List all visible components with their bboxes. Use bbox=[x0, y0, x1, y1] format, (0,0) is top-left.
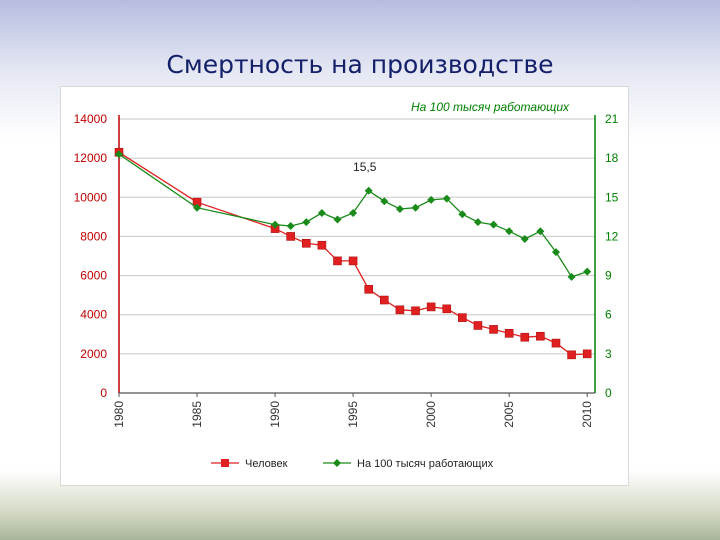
data-point-diamond bbox=[427, 195, 436, 204]
legend-label-1: Человек bbox=[245, 458, 288, 470]
data-point-diamond bbox=[489, 220, 498, 229]
data-point-diamond bbox=[271, 220, 280, 229]
data-point-square bbox=[286, 232, 295, 241]
data-point-diamond bbox=[364, 186, 373, 195]
series-line-1 bbox=[118, 151, 588, 356]
data-point-diamond bbox=[302, 218, 311, 227]
data-point-diamond bbox=[505, 227, 514, 236]
y-right-tick-label: 0 bbox=[605, 386, 612, 400]
legend-marker-diamond bbox=[333, 459, 341, 467]
y-right-tick-label: 9 bbox=[605, 269, 612, 283]
data-point-square bbox=[551, 338, 561, 348]
data-point-square bbox=[473, 321, 483, 330]
data-point-diamond bbox=[395, 205, 404, 214]
slide-title: Смертность на производстве bbox=[166, 50, 554, 79]
y-left-tick-label: 6000 bbox=[80, 269, 107, 283]
data-point-diamond bbox=[442, 194, 451, 203]
y-right-tick-label: 15 bbox=[605, 190, 619, 204]
data-point-diamond bbox=[583, 267, 592, 276]
data-point-diamond bbox=[115, 150, 123, 159]
x-tick-label: 1980 bbox=[112, 401, 126, 428]
y-right-tick-label: 3 bbox=[605, 347, 612, 361]
data-point-square bbox=[567, 350, 576, 360]
y-left-tick-label: 8000 bbox=[80, 229, 107, 243]
data-point-square bbox=[380, 295, 389, 305]
legend-marker-square bbox=[221, 459, 229, 467]
data-point-diamond bbox=[333, 215, 342, 224]
data-point-diamond bbox=[286, 221, 295, 230]
data-point-diamond bbox=[193, 203, 202, 212]
y-right-tick-label: 12 bbox=[605, 229, 619, 243]
data-point-diamond bbox=[380, 197, 389, 206]
x-tick-label: 1995 bbox=[346, 401, 360, 428]
y-right-tick-label: 21 bbox=[605, 112, 619, 126]
data-point-square bbox=[317, 240, 327, 250]
data-point-square bbox=[395, 305, 405, 315]
chart-panel: 0 2000 4000 6000 8000 10000 12000 14000 0 3 6 9 12 15… bbox=[60, 86, 629, 486]
x-tick-label: 1985 bbox=[190, 401, 204, 428]
data-point-diamond bbox=[458, 210, 467, 219]
y-left-tick-label: 4000 bbox=[80, 308, 107, 322]
annotation-peak-label: 15,5 bbox=[353, 160, 377, 174]
y-left-tick-label: 10000 bbox=[74, 190, 108, 204]
data-point-square bbox=[301, 238, 311, 248]
y-right-tick-label: 18 bbox=[605, 151, 619, 165]
x-tick-label: 2000 bbox=[424, 401, 438, 428]
data-point-diamond bbox=[317, 208, 326, 217]
y-left-tick-label: 2000 bbox=[80, 347, 107, 361]
data-point-diamond bbox=[520, 235, 529, 244]
data-point-diamond bbox=[473, 218, 482, 227]
y-left-tick-label: 12000 bbox=[74, 151, 108, 165]
annotation-right-axis-title: На 100 тысяч работающих bbox=[411, 100, 570, 114]
y-left-tick-label: 0 bbox=[100, 386, 107, 400]
data-point-square bbox=[582, 349, 592, 359]
data-point-square bbox=[536, 331, 545, 341]
data-point-square bbox=[442, 304, 452, 314]
legend-label-2: На 100 тысяч работающих bbox=[357, 458, 494, 470]
data-point-diamond bbox=[349, 208, 358, 217]
y-right-tick-label: 6 bbox=[605, 308, 612, 322]
x-tick-label: 2005 bbox=[502, 401, 516, 428]
data-point-square bbox=[458, 313, 467, 322]
data-point-square bbox=[364, 284, 374, 294]
data-point-square bbox=[411, 306, 420, 316]
data-point-diamond bbox=[536, 227, 545, 236]
data-point-square bbox=[520, 332, 530, 342]
x-tick-label: 1990 bbox=[268, 401, 282, 428]
mortality-line-chart: 0 2000 4000 6000 8000 10000 12000 14000 0 3 6 9 12 15… bbox=[74, 100, 619, 470]
data-point-square bbox=[348, 256, 358, 266]
data-point-square bbox=[504, 329, 514, 338]
data-point-square bbox=[333, 256, 342, 266]
data-point-diamond bbox=[551, 248, 560, 257]
data-point-diamond bbox=[567, 272, 576, 281]
data-point-diamond bbox=[411, 203, 420, 212]
data-point-square bbox=[489, 325, 498, 334]
x-tick-label: 2010 bbox=[580, 401, 594, 428]
y-left-tick-label: 14000 bbox=[74, 112, 108, 126]
data-point-square bbox=[426, 302, 436, 312]
